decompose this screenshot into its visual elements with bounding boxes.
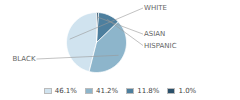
- html-text:1.0%: 1.0%: [178, 87, 197, 95]
- svg-text:ASIAN: ASIAN: [144, 30, 165, 38]
- html-text:41.2%: 41.2%: [96, 87, 119, 95]
- svg-text:BLACK: BLACK: [12, 55, 35, 63]
- svg-text:WHITE: WHITE: [144, 4, 167, 12]
- html-text:46.1%: 46.1%: [54, 87, 77, 95]
- svg-text:HISPANIC: HISPANIC: [144, 42, 177, 50]
- html-text:11.8%: 11.8%: [137, 87, 160, 95]
